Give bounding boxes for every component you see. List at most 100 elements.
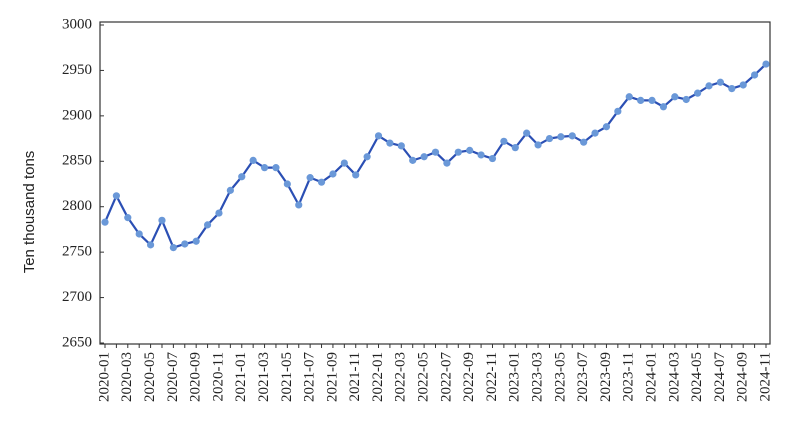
marker (728, 85, 736, 93)
marker (215, 209, 223, 217)
marker (523, 129, 531, 137)
marker (112, 192, 120, 200)
marker (648, 96, 656, 105)
marker (260, 164, 269, 172)
marker (614, 107, 622, 115)
x-tick-label: 2023-03 (530, 352, 546, 402)
x-tick-label: 2021-09 (324, 352, 340, 402)
y-tick-label: 2800 (62, 198, 92, 214)
x-tick-label: 2024-07 (712, 352, 728, 402)
marker (454, 148, 462, 156)
marker (192, 237, 200, 245)
marker (488, 154, 497, 163)
x-tick-label: 2024-09 (735, 352, 751, 402)
x-tick-label: 2022-01 (370, 352, 386, 402)
marker (158, 216, 166, 224)
marker (420, 153, 428, 161)
marker (602, 123, 611, 131)
marker (500, 137, 508, 145)
marker (739, 81, 747, 89)
x-tick-label: 2023-07 (575, 352, 591, 402)
marker (591, 129, 599, 137)
marker (534, 141, 542, 149)
marker (283, 180, 291, 188)
y-tick-label: 2700 (62, 289, 92, 305)
y-tick-label: 2900 (62, 107, 92, 123)
marker (705, 82, 713, 90)
marker (659, 103, 668, 111)
x-tick-label: 2020-03 (119, 352, 135, 402)
x-tick-label: 2022-05 (416, 352, 432, 402)
x-tick-label: 2023-09 (598, 352, 614, 402)
x-tick-label: 2022-07 (438, 352, 454, 402)
line (103, 63, 767, 249)
marker (124, 214, 132, 222)
marker (374, 132, 383, 140)
marker (443, 159, 451, 167)
x-tick-label: 2021-07 (302, 352, 318, 402)
marker (397, 142, 405, 150)
x-tick-label: 2021-05 (279, 352, 295, 402)
x-tick-label: 2024-05 (689, 352, 705, 402)
y-tick-label: 2850 (62, 153, 92, 169)
y-axis-label: Ten thousand tons (21, 151, 38, 274)
marker (637, 96, 645, 105)
marker (511, 144, 519, 152)
marker (249, 156, 257, 164)
x-tick-label: 2021-01 (233, 352, 249, 402)
x-tick-label: 2020-05 (142, 352, 158, 402)
y-tick-label: 2950 (62, 62, 92, 78)
marker (169, 244, 177, 252)
marker (306, 174, 314, 182)
marker (477, 151, 485, 159)
marker (363, 153, 371, 161)
y-tick-label: 2650 (62, 334, 92, 350)
marker (181, 240, 189, 248)
marker (682, 95, 690, 104)
marker (762, 60, 770, 68)
marker (568, 132, 576, 140)
marker (238, 173, 246, 181)
marker (431, 148, 440, 156)
x-tick-label: 2020-11 (210, 352, 226, 401)
x-tick-label: 2020-07 (165, 352, 181, 402)
marker (694, 89, 702, 97)
y-tick-label: 2750 (62, 244, 92, 260)
x-tick-label: 2023-11 (621, 352, 637, 401)
marker (671, 93, 679, 101)
marker (135, 230, 143, 238)
marker (352, 171, 360, 179)
marker (317, 178, 326, 186)
x-tick-label: 2023-01 (507, 352, 523, 402)
marker (751, 71, 759, 79)
marker (226, 186, 234, 194)
marker (545, 134, 554, 143)
plot-frame (99, 21, 771, 345)
marker (466, 146, 474, 154)
marker (272, 164, 280, 172)
x-tick-label: 2023-05 (552, 352, 568, 402)
marker (409, 156, 417, 164)
x-tick-label: 2021-03 (256, 352, 272, 402)
marker (203, 221, 212, 229)
marker (101, 218, 109, 226)
marker (625, 93, 633, 101)
x-tick-label: 2020-01 (96, 352, 112, 402)
x-tick-label: 2022-03 (393, 352, 409, 402)
x-tick-label: 2022-11 (484, 352, 500, 401)
x-tick-label: 2020-09 (188, 352, 204, 402)
marker (329, 170, 337, 178)
marker (716, 78, 725, 86)
marker (146, 241, 155, 249)
marker (295, 201, 303, 209)
x-tick-label: 2024-11 (757, 352, 773, 401)
marker (557, 133, 565, 141)
x-tick-label: 2021-11 (347, 352, 363, 401)
marker (386, 139, 394, 147)
x-tick-label: 2024-03 (666, 352, 682, 402)
y-tick-label: 3000 (62, 16, 92, 32)
marker (340, 159, 348, 167)
marker (580, 138, 588, 146)
x-tick-label: 2024-01 (643, 352, 659, 402)
x-tick-label: 2022-09 (461, 352, 477, 402)
